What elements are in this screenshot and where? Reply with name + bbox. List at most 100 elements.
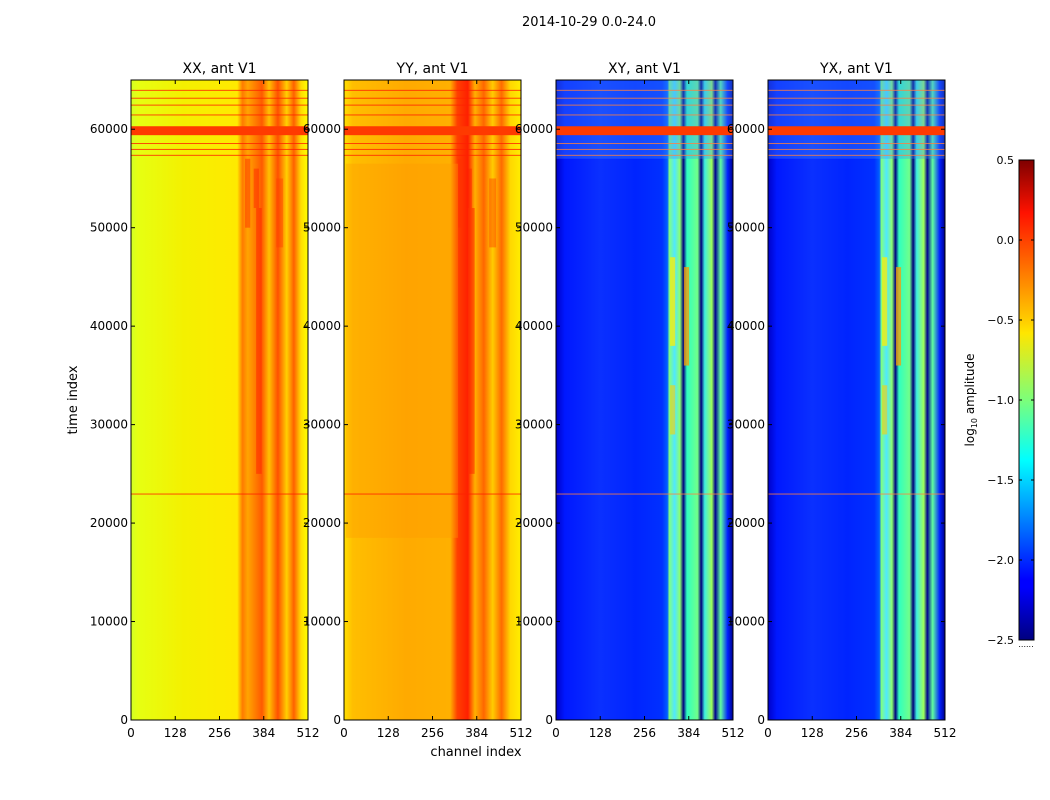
- flagged-row-thin: [556, 114, 733, 116]
- flagged-row-thin: [131, 89, 308, 91]
- flagged-row-thin: [768, 148, 945, 150]
- y-tick-label: 50000: [515, 221, 553, 235]
- flagged-row-thin: [344, 97, 521, 99]
- x-tick-label: 0: [340, 726, 348, 740]
- y-tick-label: 20000: [303, 516, 341, 530]
- flagged-row-thin: [768, 493, 945, 495]
- y-tick-label: 20000: [515, 516, 553, 530]
- heatmap-streak: [469, 208, 475, 474]
- colorbar-tick-label: −2.0: [987, 554, 1014, 567]
- panel-title: XY, ant V1: [608, 61, 681, 77]
- heatmap-streak: [882, 385, 888, 435]
- y-tick-label: 40000: [515, 319, 553, 333]
- x-tick-label: 0: [552, 726, 560, 740]
- x-axis-label: channel index: [430, 745, 521, 760]
- y-tick-label: 10000: [303, 615, 341, 629]
- flagged-row-thin: [344, 148, 521, 150]
- y-tick-label: 50000: [90, 221, 128, 235]
- x-tick-label: 128: [801, 726, 824, 740]
- colorbar-label: log10 amplitude: [963, 354, 979, 447]
- y-tick-label: 60000: [515, 122, 553, 136]
- heatmap-streak: [256, 208, 262, 474]
- heatmap-streak: [276, 178, 284, 248]
- y-tick-label: 10000: [90, 615, 128, 629]
- panel-3: XY, ant V1 0 128 256 384 512 0 10000 20000 30000 4…: [515, 61, 745, 740]
- heatmap-streak: [458, 158, 464, 228]
- x-tick-label: 384: [889, 726, 912, 740]
- x-tick-label: 256: [208, 726, 231, 740]
- flagged-row: [768, 126, 945, 131]
- flagged-row: [131, 131, 308, 136]
- flagged-row-thin: [768, 114, 945, 116]
- heatmap-streak: [670, 385, 676, 435]
- x-tick-label: 0: [127, 726, 135, 740]
- heatmap-base: [556, 80, 733, 720]
- colorbar-tick-label: −1.5: [987, 474, 1014, 487]
- flagged-row: [131, 126, 308, 131]
- flagged-row-thin: [344, 143, 521, 145]
- y-tick-label: 0: [757, 713, 765, 727]
- x-tick-label: 256: [421, 726, 444, 740]
- colorbar-label-log: log: [963, 428, 977, 446]
- y-tick-label: 30000: [90, 418, 128, 432]
- heatmap-streak: [253, 168, 259, 208]
- flagged-row: [344, 126, 521, 131]
- y-tick-label: 40000: [303, 319, 341, 333]
- figure-suptitle: 2014-10-29 0.0-24.0: [522, 15, 656, 30]
- y-tick-label: 0: [333, 713, 341, 727]
- colorbar-tick-label: −1.0: [987, 394, 1014, 407]
- x-tick-label: 512: [934, 726, 957, 740]
- flagged-row: [556, 126, 733, 131]
- flagged-row-thin: [131, 148, 308, 150]
- panel-title: YY, ant V1: [396, 61, 469, 77]
- y-tick-label: 10000: [727, 615, 765, 629]
- heatmap-streak: [895, 267, 902, 366]
- x-tick-label: 384: [465, 726, 488, 740]
- heatmap-streak: [882, 257, 888, 346]
- x-tick-label: 384: [252, 726, 275, 740]
- flagged-row-thin: [556, 154, 733, 156]
- y-tick-label: 50000: [727, 221, 765, 235]
- flagged-row: [344, 131, 521, 136]
- panel-title: XX, ant V1: [183, 61, 257, 77]
- flagged-row-thin: [556, 89, 733, 91]
- x-tick-label: 512: [297, 726, 320, 740]
- y-tick-label: 50000: [303, 221, 341, 235]
- colorbar-dots: ......: [1018, 640, 1033, 649]
- colorbar: log10 amplitude ...... 0.5 0.0 −0.5 −1.0 −1.…: [963, 154, 1035, 649]
- colorbar-tick-label: −2.5: [987, 634, 1014, 647]
- panel-4: YX, ant V1 0 128 256 384 512 0 10000 20000 30000 4…: [727, 61, 957, 740]
- panel-1: XX, ant V1 0 128 256 384 512 0 10000 20000 30000 4…: [90, 61, 320, 740]
- flagged-row-thin: [768, 89, 945, 91]
- flagged-row-thin: [344, 493, 521, 495]
- heatmap-streak: [466, 168, 472, 208]
- flagged-row-thin: [556, 148, 733, 150]
- y-tick-label: 0: [120, 713, 128, 727]
- colorbar-tick-label: 0.5: [997, 154, 1015, 167]
- flagged-row-thin: [556, 97, 733, 99]
- y-tick-label: 40000: [90, 319, 128, 333]
- heatmap-base: [131, 80, 308, 720]
- x-tick-label: 128: [164, 726, 187, 740]
- x-tick-label: 512: [510, 726, 533, 740]
- flagged-row-thin: [556, 104, 733, 106]
- flagged-row-thin: [344, 154, 521, 156]
- heatmap-flagged-region: [556, 80, 733, 159]
- flagged-row-thin: [768, 143, 945, 145]
- x-tick-label: 256: [845, 726, 868, 740]
- y-tick-label: 20000: [90, 516, 128, 530]
- heatmap-streak: [245, 158, 251, 228]
- panel-title: YX, ant V1: [819, 61, 893, 77]
- flagged-row-thin: [768, 104, 945, 106]
- x-tick-label: 128: [589, 726, 612, 740]
- heatmap-band: [345, 163, 459, 538]
- colorbar-label-rest: amplitude: [963, 354, 977, 418]
- y-tick-label: 20000: [727, 516, 765, 530]
- y-tick-label: 60000: [90, 122, 128, 136]
- y-tick-label: 0: [545, 713, 553, 727]
- y-tick-label: 30000: [303, 418, 341, 432]
- heatmap-base: [768, 80, 945, 720]
- y-tick-label: 60000: [303, 122, 341, 136]
- flagged-row-thin: [768, 154, 945, 156]
